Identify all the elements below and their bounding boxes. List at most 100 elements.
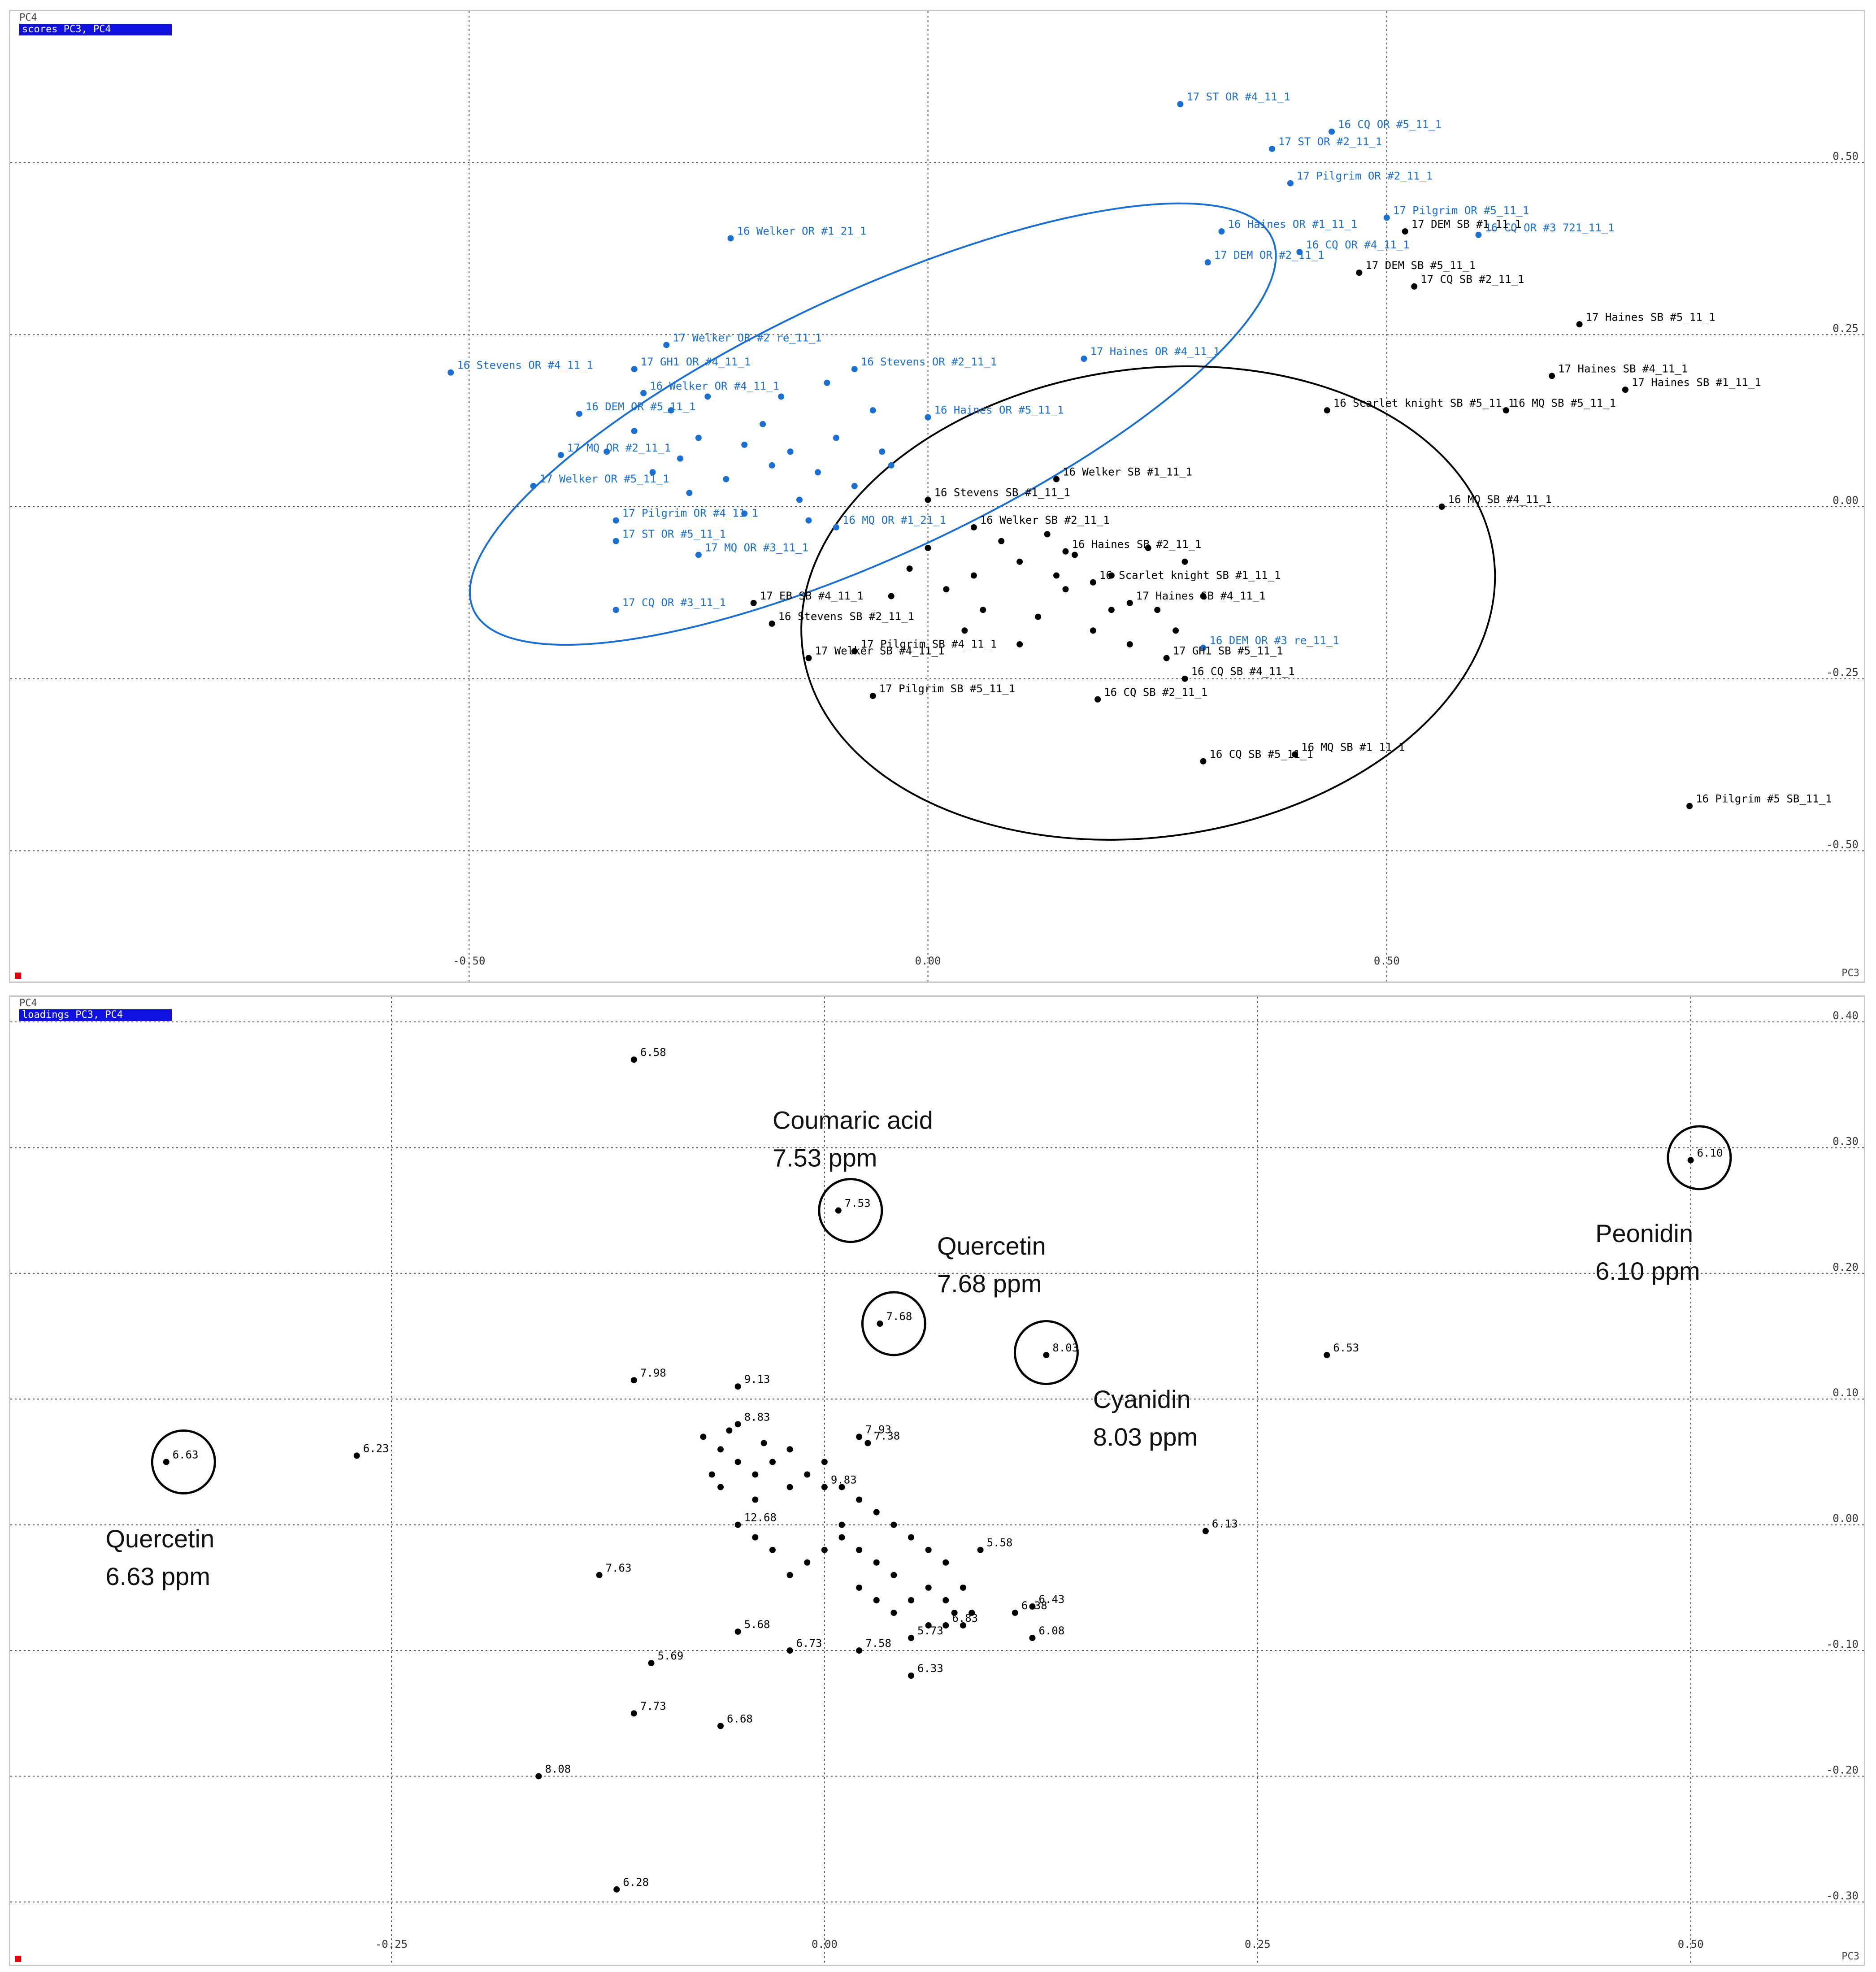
loadings-point-label: 6.73 — [796, 1637, 822, 1650]
scores-point-label: 17 Pilgrim SB #4_11_1 — [861, 638, 997, 650]
scores-point — [1204, 259, 1211, 266]
loadings-point — [752, 1534, 759, 1541]
scores-point-label: 16 DEM OR #5_11_1 — [586, 400, 696, 413]
scores-point — [796, 496, 803, 503]
scores-point — [1154, 607, 1161, 613]
scores-point — [787, 448, 794, 455]
loadings-point — [648, 1660, 655, 1667]
scores-point — [727, 235, 734, 242]
loadings-point — [942, 1622, 949, 1629]
scores-point — [723, 476, 730, 482]
scores-point — [1268, 145, 1275, 152]
loadings-x-tick-label: -0.25 — [375, 1938, 408, 1950]
loadings-point — [1202, 1528, 1209, 1534]
scores-x-axis-name: PC3 — [1841, 968, 1859, 979]
scores-point — [704, 393, 711, 400]
scores-point — [961, 627, 968, 634]
loadings-point — [925, 1546, 932, 1553]
scores-point — [1108, 607, 1115, 613]
loadings-plot: -0.25 0.00 0.25 0.50 -0.30 -0.20 -0.10 0.00 0.10… — [10, 997, 1864, 1965]
loadings-point-label: 6.63 — [173, 1448, 199, 1461]
loadings-point — [821, 1484, 828, 1490]
loadings-point — [700, 1433, 707, 1440]
loadings-point-label: 9.83 — [831, 1474, 857, 1486]
scores-point-label: 16 MQ SB #1_11_1 — [1301, 741, 1405, 754]
loadings-point — [960, 1622, 966, 1629]
loadings-point — [1029, 1603, 1036, 1610]
loadings-panel: PC4 loadings PC3, PC4 -0.25 0.00 0.25 0.50-… — [9, 995, 1865, 1966]
loadings-point — [856, 1546, 863, 1553]
loadings-annotation-text: 6.10 ppm — [1595, 1257, 1700, 1285]
scores-point — [888, 593, 895, 599]
scores-point-label: 17 Welker SB #4_11_1 — [815, 645, 944, 657]
loadings-point — [786, 1647, 793, 1654]
loadings-point — [726, 1427, 733, 1434]
loadings-point — [873, 1559, 880, 1566]
scores-point-label: 17 ST OR #5_11_1 — [622, 528, 726, 540]
scores-point — [1145, 545, 1151, 552]
loadings-point — [925, 1584, 932, 1591]
loadings-point — [1687, 1157, 1694, 1164]
scores-point-label: 17 DEM SB #1_11_1 — [1411, 218, 1522, 230]
scores-point-label: 16 CQ OR #3 721_11_1 — [1485, 222, 1614, 234]
scores-point-label: 16 MQ SB #4_11_1 — [1448, 493, 1552, 506]
scores-point — [925, 414, 931, 421]
scores-point-label: 17 Haines SB #4_11_1 — [1558, 362, 1688, 375]
scores-point-label: 16 MQ SB #5_11_1 — [1512, 397, 1616, 409]
scores-point — [879, 448, 886, 455]
scores-point-label: 17 ST OR #4_11_1 — [1186, 91, 1290, 103]
scores-point — [925, 545, 931, 552]
scores-point-label: 17 Haines OR #4_11_1 — [1090, 345, 1220, 358]
scores-point — [668, 407, 674, 414]
loadings-point — [821, 1459, 828, 1465]
scores-point — [557, 452, 564, 458]
scores-point-label: 16 Haines SB #2_11_1 — [1072, 538, 1202, 551]
scores-point — [824, 379, 830, 386]
loadings-point-label: 6.68 — [727, 1712, 753, 1725]
scores-point-label: 17 Pilgrim OR #5_11_1 — [1393, 204, 1529, 217]
scores-point — [998, 538, 1005, 544]
scores-point-label: 17 GH1 SB #5_11_1 — [1173, 645, 1283, 657]
loadings-point — [786, 1572, 793, 1578]
loadings-panel-label[interactable]: loadings PC3, PC4 — [19, 1009, 172, 1021]
scores-y-axis-name: PC4 — [19, 12, 37, 23]
loadings-point-label: 6.08 — [1038, 1625, 1064, 1637]
scores-point — [1296, 249, 1303, 256]
scores-point-label: 17 EB SB #4_11_1 — [760, 590, 864, 602]
scores-point — [741, 510, 748, 517]
loadings-annotation-text: Quercetin — [105, 1525, 214, 1553]
scores-point — [869, 407, 876, 414]
loadings-y-tick-label: -0.20 — [1826, 1764, 1859, 1776]
loadings-annotation-text: 6.63 ppm — [105, 1562, 210, 1590]
loadings-point — [769, 1546, 776, 1553]
loadings-point — [856, 1647, 863, 1654]
loadings-point — [942, 1559, 949, 1566]
loadings-point-label: 7.58 — [865, 1637, 891, 1650]
loadings-point-label: 8.03 — [1052, 1342, 1078, 1354]
scores-point — [1071, 552, 1078, 558]
loadings-point — [717, 1446, 724, 1453]
scores-point — [1287, 180, 1294, 187]
scores-point-label: 17 Pilgrim SB #5_11_1 — [879, 682, 1015, 695]
scores-point — [677, 455, 683, 462]
loadings-x-tick-label: 0.50 — [1678, 1938, 1704, 1950]
scores-point — [604, 448, 610, 455]
loadings-point — [1043, 1352, 1050, 1359]
scores-point — [1549, 373, 1555, 379]
scores-point — [906, 565, 913, 572]
scores-point-label: 17 Pilgrim OR #4_11_1 — [622, 507, 758, 520]
scores-point — [760, 421, 766, 427]
scores-point-label: 16 Stevens SB #1_11_1 — [934, 486, 1070, 499]
scores-point — [1324, 407, 1330, 414]
loadings-point — [856, 1496, 863, 1503]
loadings-point-label: 7.63 — [606, 1562, 632, 1574]
scores-point-label: 17 Welker OR #5_11_1 — [540, 473, 669, 485]
scores-point-label: 16 Welker SB #2_11_1 — [980, 514, 1110, 526]
scores-y-tick-label: 0.25 — [1833, 322, 1859, 334]
scores-panel-label[interactable]: scores PC3, PC4 — [19, 24, 172, 35]
loadings-corner-marker — [15, 1956, 21, 1962]
scores-point-label: 17 CQ OR #3_11_1 — [622, 596, 726, 609]
scores-point — [1411, 283, 1418, 290]
scores-point-label: 17 ST OR #2_11_1 — [1278, 135, 1382, 148]
scores-point-label: 16 Stevens SB #2_11_1 — [778, 610, 914, 623]
